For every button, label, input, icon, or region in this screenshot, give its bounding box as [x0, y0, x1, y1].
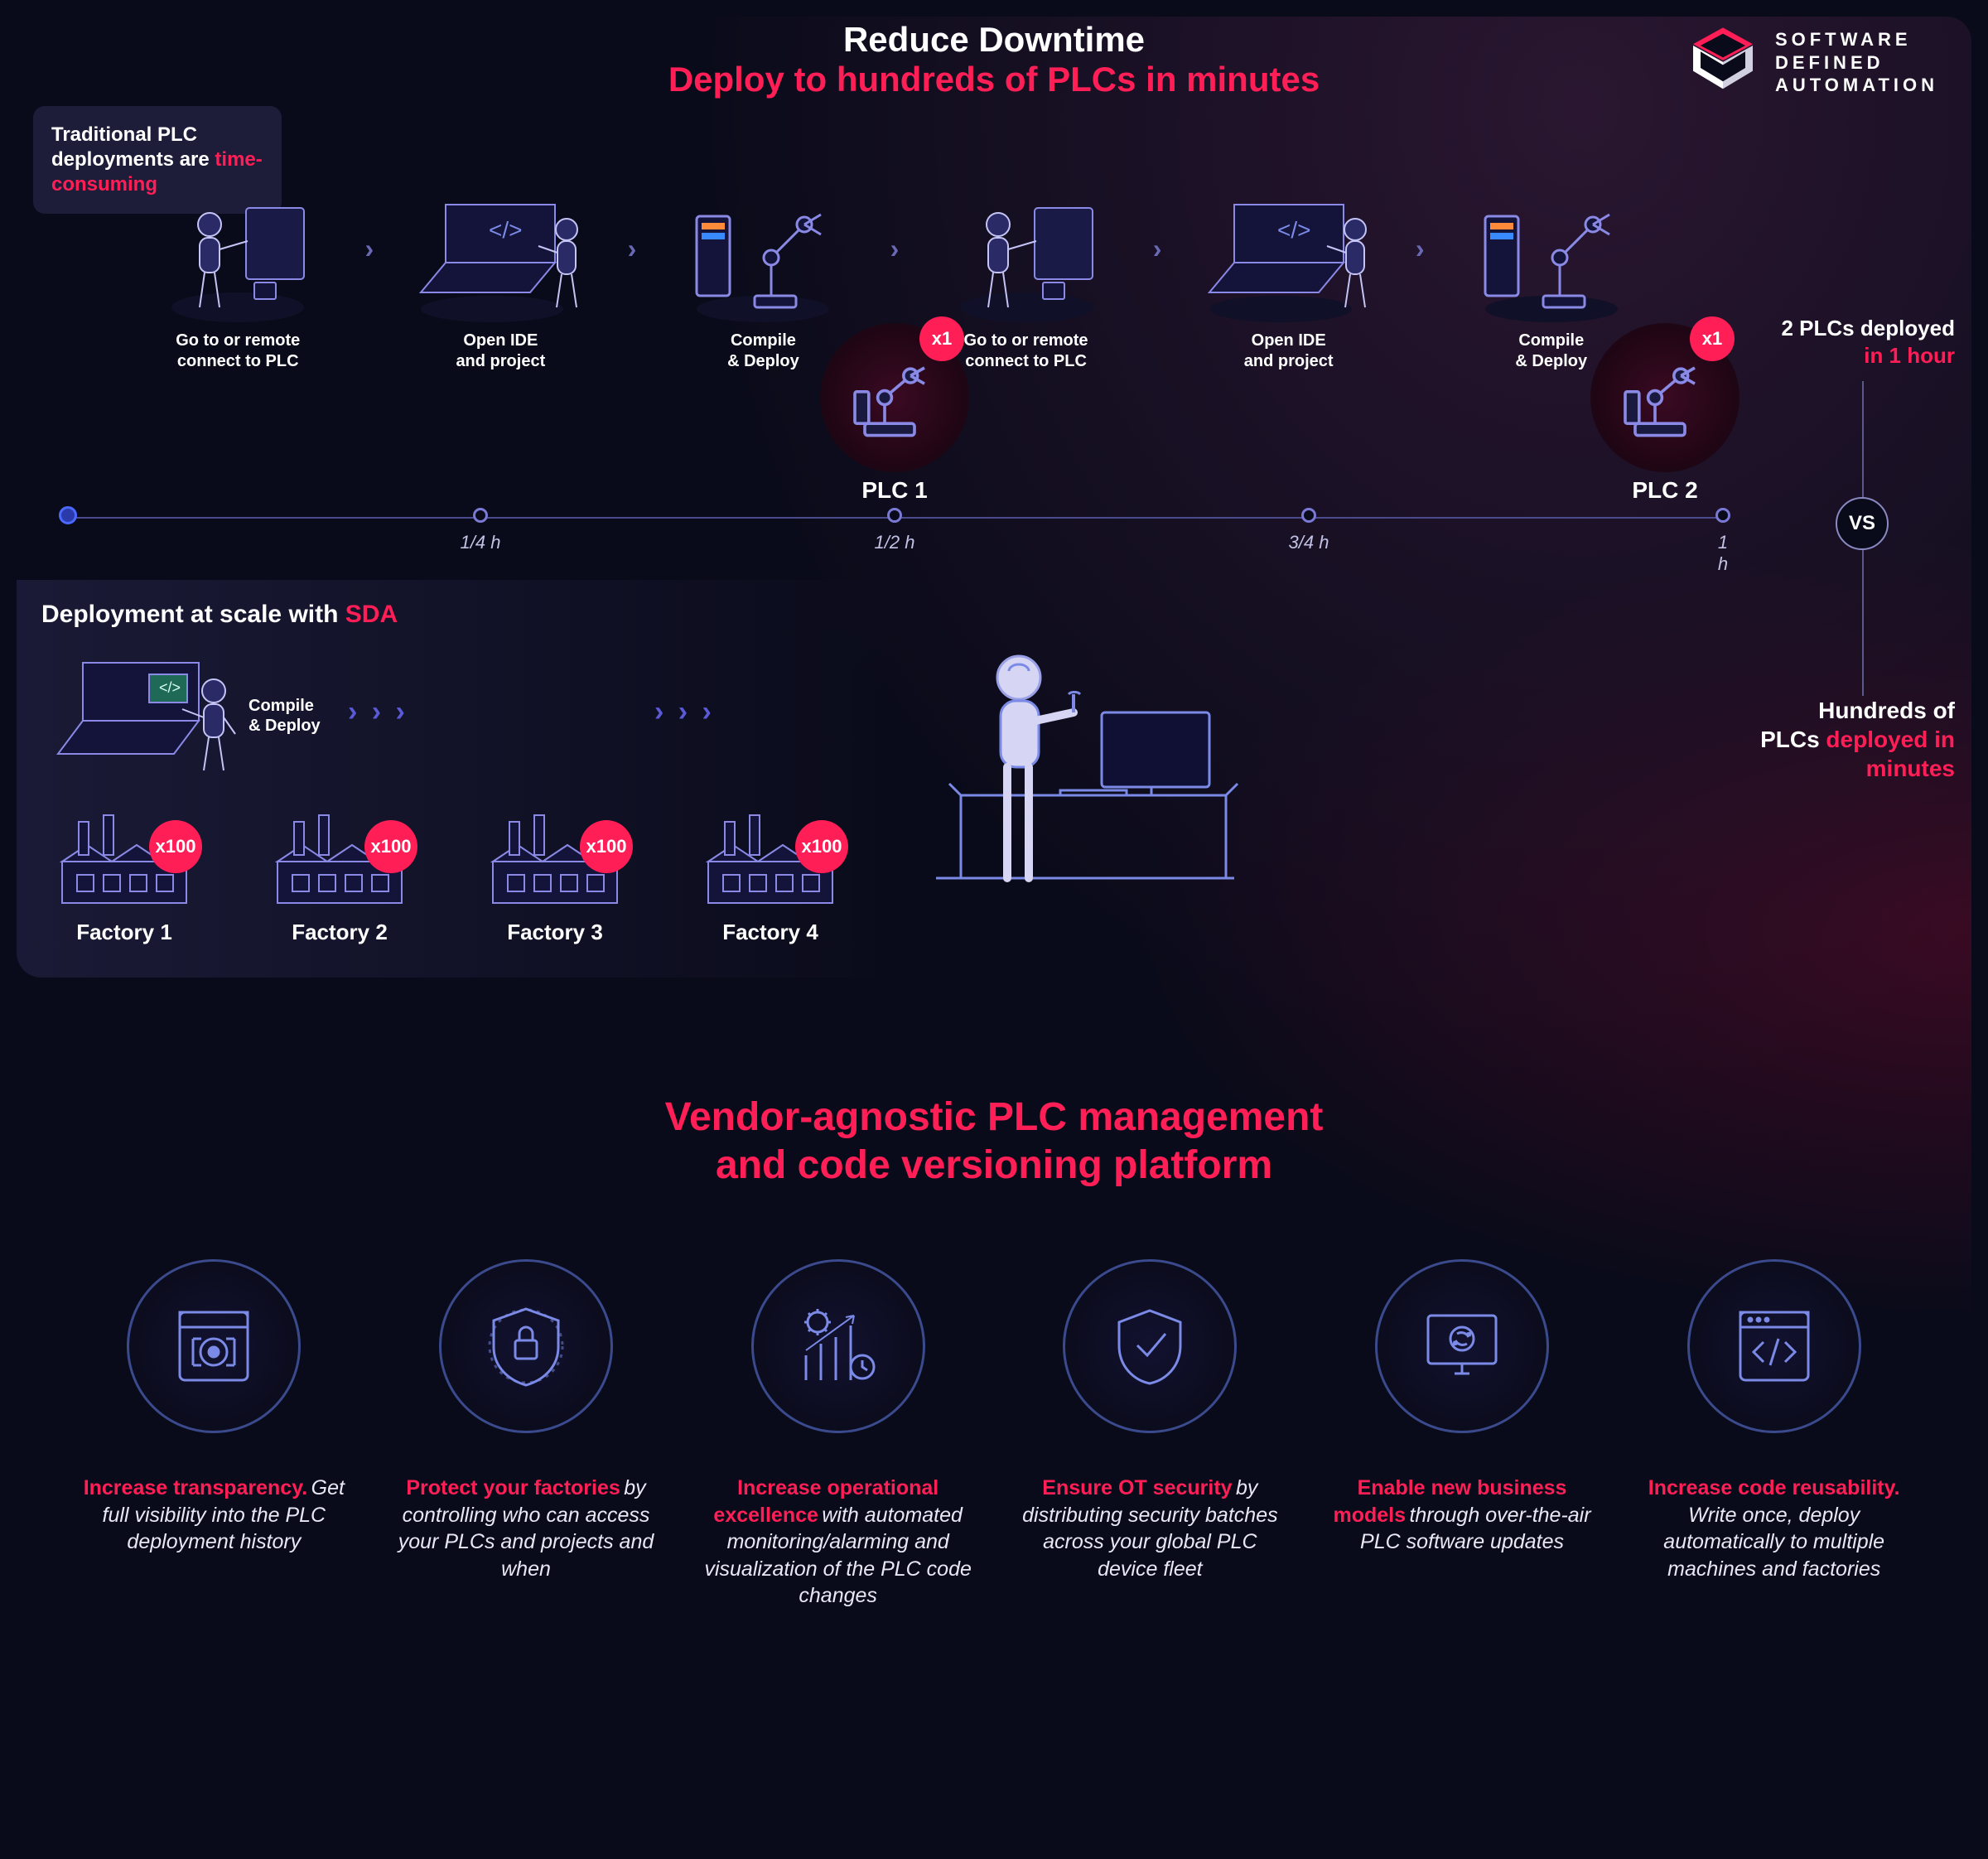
benefits-row: Increase transparency. Get full visibili…: [66, 1259, 1922, 1610]
title-line-1: Reduce Downtime: [17, 20, 1971, 60]
chevron-right-icon: ›: [1411, 234, 1430, 264]
trad-result-a: 2 PLCs deployed: [1782, 316, 1956, 340]
step-caption: Go to or remote connect to PLC: [116, 331, 359, 372]
timeline-tick: [59, 506, 77, 524]
traditional-step: </> Open IDE and project: [379, 175, 622, 372]
sda-label-highlight: SDA: [345, 601, 398, 628]
timeline-tick-label: 1/4 h: [461, 532, 501, 553]
sda-result: Hundreds of PLCs deployed in minutes: [1756, 696, 1955, 783]
plc2-label: PLC 2: [1590, 477, 1740, 504]
sda-compile-text: Compile & Deploy: [248, 697, 321, 735]
sda-compile-label: Compile & Deploy: [248, 696, 321, 736]
benefit-text: Ensure OT security by distributing secur…: [1012, 1475, 1288, 1582]
benefit-text: Increase operational excellence with aut…: [700, 1475, 976, 1610]
reuse-icon: [1687, 1259, 1861, 1433]
factory-item: x100 Factory 1: [41, 804, 207, 945]
svg-text:</>: </>: [1277, 217, 1310, 243]
step-caption: Open IDE and project: [379, 331, 622, 372]
factory-badge: x100: [795, 820, 848, 873]
benefit-item: Increase transparency. Get full visibili…: [66, 1259, 362, 1610]
timeline-tick-label: 3/4 h: [1289, 532, 1329, 553]
svg-text:</>: </>: [159, 679, 181, 696]
step-illustration: </>: [379, 175, 622, 324]
traditional-step: Go to or remote connect to PLC: [116, 175, 359, 372]
step-illustration: [116, 175, 359, 324]
excellence-icon: [751, 1259, 925, 1433]
chevrons-icon: › › ›: [348, 696, 408, 728]
logo-text-1: SOFTWARE: [1775, 28, 1938, 51]
timeline: 1/4 h1/2 h3/4 h1 h: [66, 514, 1723, 522]
chevron-right-icon: ›: [359, 234, 379, 264]
step-illustration: [1430, 175, 1673, 324]
step-caption: Open IDE and project: [1166, 331, 1410, 372]
factory-label: Factory 3: [472, 920, 638, 945]
traditional-step: </> Open IDE and project: [1166, 175, 1410, 372]
timeline-tick-label: 1/2 h: [875, 532, 915, 553]
transparency-icon: [127, 1259, 301, 1433]
traditional-result: 2 PLCs deployed in 1 hour: [1773, 315, 1955, 369]
factory-badge: x100: [364, 820, 417, 873]
factory-badge: x100: [149, 820, 202, 873]
chevrons-icon: › › ›: [654, 696, 715, 728]
factories-row: x100 Factory 1 x100 Factory 2 x100 Factory …: [41, 804, 853, 945]
factory-item: x100 Factory 3: [472, 804, 638, 945]
benefit-item: Increase code reusability. Write once, d…: [1626, 1259, 1922, 1610]
chevron-right-icon: ›: [623, 234, 642, 264]
benefit-item: Protect your factories by controlling wh…: [379, 1259, 674, 1610]
factory-label: Factory 4: [688, 920, 853, 945]
benefit-item: Ensure OT security by distributing secur…: [1002, 1259, 1298, 1610]
factory-label: Factory 2: [257, 920, 422, 945]
factory-item: x100 Factory 4: [688, 804, 853, 945]
plc1-label: PLC 1: [820, 477, 969, 504]
trad-result-b: in 1 hour: [1864, 343, 1955, 368]
logo-text: SOFTWARE DEFINED AUTOMATION: [1775, 28, 1938, 97]
plc-node-1: x1 PLC 1: [820, 323, 969, 504]
vs-badge: VS: [1836, 497, 1889, 550]
logo-text-2: DEFINED: [1775, 51, 1938, 75]
logo-text-3: AUTOMATION: [1775, 74, 1938, 97]
timeline-tick: [887, 508, 902, 523]
section2-title: Vendor-agnostic PLC management and code …: [17, 1094, 1971, 1189]
business-icon: [1375, 1259, 1549, 1433]
brand-logo: SOFTWARE DEFINED AUTOMATION: [1686, 23, 1938, 102]
section2-line1: Vendor-agnostic PLC management: [17, 1094, 1971, 1142]
step-illustration: </>: [1166, 175, 1410, 324]
security-icon: [1063, 1259, 1237, 1433]
benefit-text: Protect your factories by controlling wh…: [388, 1475, 664, 1582]
chevron-right-icon: ›: [885, 234, 905, 264]
benefit-item: Increase operational excellence with aut…: [690, 1259, 986, 1610]
timeline-tick: [473, 508, 488, 523]
factory-item: x100 Factory 2: [257, 804, 422, 945]
benefit-text: Enable new business models through over-…: [1325, 1475, 1600, 1556]
sda-label: Deployment at scale with SDA: [41, 600, 870, 630]
robot-arm-icon: [1615, 348, 1715, 447]
svg-text:</>: </>: [489, 217, 522, 243]
section2-line2: and code versioning platform: [17, 1142, 1971, 1190]
sda-laptop-illustration: </>: [50, 654, 248, 799]
plc-node-2: x1 PLC 2: [1590, 323, 1740, 504]
logo-mark-icon: [1686, 23, 1760, 102]
factory-label: Factory 1: [41, 920, 207, 945]
benefit-text: Increase code reusability. Write once, d…: [1636, 1475, 1912, 1582]
sda-result-b: deployed in minutes: [1826, 727, 1955, 781]
title-line-2: Deploy to hundreds of PLCs in minutes: [17, 60, 1971, 99]
factory-badge: x100: [580, 820, 633, 873]
page-title-block: Reduce Downtime Deploy to hundreds of PL…: [17, 17, 1971, 99]
benefit-text: Increase transparency. Get full visibili…: [76, 1475, 352, 1556]
timeline-tick: [1715, 508, 1730, 523]
plc1-badge: x1: [919, 316, 964, 361]
step-illustration: [904, 175, 1147, 324]
sda-label-pre: Deployment at scale with: [41, 601, 338, 628]
timeline-tick-label: 1 h: [1718, 532, 1728, 575]
timeline-tick: [1301, 508, 1316, 523]
connector-line-bottom: [1862, 563, 1864, 696]
step-illustration: [641, 175, 885, 324]
protect-icon: [439, 1259, 613, 1433]
benefit-item: Enable new business models through over-…: [1315, 1259, 1610, 1610]
robot-arm-icon: [845, 348, 944, 447]
plc2-badge: x1: [1690, 316, 1735, 361]
chevron-right-icon: ›: [1148, 234, 1167, 264]
relaxing-person-illustration: [911, 630, 1259, 915]
